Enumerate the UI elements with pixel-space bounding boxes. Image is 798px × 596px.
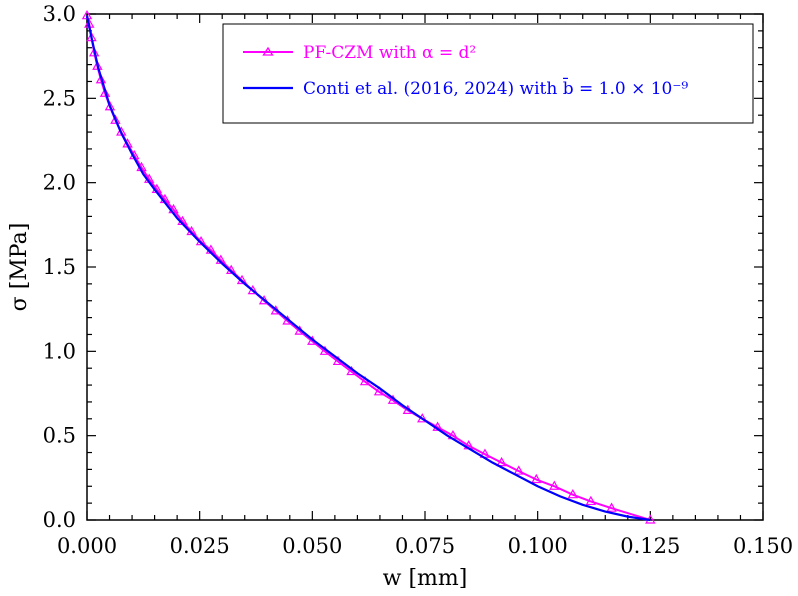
x-tick-label: 0.050: [282, 534, 342, 558]
x-axis-label: w [mm]: [383, 566, 468, 591]
series-0-point: [88, 47, 100, 57]
series-0-point: [373, 386, 385, 396]
series-0-point: [496, 456, 507, 467]
series-0-point: [585, 495, 597, 506]
y-axis-label: σ [MPa]: [7, 223, 32, 312]
y-tick-label: 2.5: [43, 86, 76, 110]
y-tick-label: 0.0: [43, 508, 76, 532]
x-tick-label: 0.075: [395, 534, 455, 558]
series-0-point: [99, 87, 111, 97]
legend-conti-label: Conti et al. (2016, 2024) with b̄ = 1.0 …: [303, 76, 688, 99]
series-0-point: [104, 101, 116, 111]
series-0-point: [549, 480, 560, 490]
series-0-point: [95, 74, 107, 84]
series-0-point: [606, 502, 617, 512]
y-tick-label: 0.5: [43, 424, 76, 448]
legend-pf-czm-label: PF-CZM with α = d²: [303, 43, 476, 63]
axis-ticks: [86, 13, 764, 521]
series-0-point: [531, 473, 542, 484]
series-0-point: [513, 465, 524, 475]
series-0-point: [258, 295, 270, 305]
legend-pf-czm-marker: [262, 46, 274, 56]
y-tick-label: 3.0: [43, 2, 76, 26]
y-tick-labels: 0.0 0.5 1.0 1.5 2.0 2.5 3.0: [43, 2, 76, 532]
legend: PF-CZM with α = d² Conti et al. (2016, 2…: [222, 23, 754, 124]
x-tick-label: 0.150: [733, 534, 793, 558]
legend-box: [222, 23, 754, 124]
series-0-point: [567, 488, 579, 499]
y-tick-label: 2.0: [43, 171, 76, 195]
series-0-point: [110, 114, 121, 124]
y-tick-label: 1.5: [43, 255, 76, 279]
x-tick-label: 0.100: [508, 534, 568, 558]
y-tick-label: 1.0: [43, 339, 76, 363]
x-tick-labels: 0.000 0.025 0.050 0.075 0.100 0.125 0.150: [57, 534, 793, 558]
series-1-line: [85, 15, 651, 522]
x-tick-label: 0.025: [170, 534, 230, 558]
x-tick-label: 0.125: [620, 534, 680, 558]
series-layer: [81, 9, 656, 524]
series-0-point: [92, 60, 103, 70]
x-tick-label: 0.000: [57, 534, 117, 558]
